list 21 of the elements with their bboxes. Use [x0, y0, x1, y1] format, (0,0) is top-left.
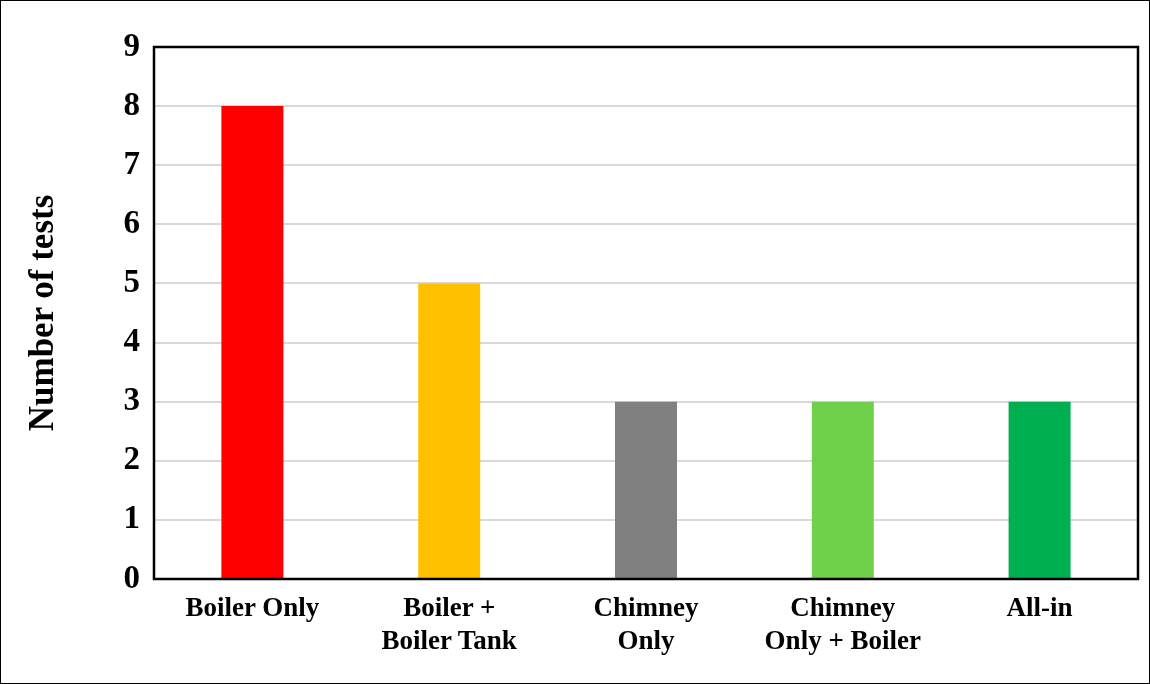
y-tick-label: 6: [123, 203, 140, 240]
bar: [221, 106, 284, 578]
bar: [615, 401, 677, 578]
y-axis-title: Number of tests: [22, 194, 62, 432]
y-tick-label: 4: [123, 322, 140, 359]
y-tick-label: 2: [123, 440, 140, 477]
y-tick-label: 7: [123, 144, 140, 181]
bar: [1008, 401, 1071, 578]
y-tick-label: 3: [123, 381, 140, 418]
x-tick-label: All-in: [1006, 592, 1073, 623]
bar: [811, 401, 874, 578]
x-tick-label: Chimney Only + Boiler: [764, 592, 921, 655]
y-tick-label: 5: [123, 262, 140, 299]
x-tick-label: Boiler Only: [185, 592, 320, 623]
x-tick-label: Chimney Only: [593, 592, 699, 655]
y-tick-label: 0: [123, 558, 140, 595]
y-tick-label: 1: [123, 499, 140, 536]
y-tick-label: 8: [123, 85, 140, 122]
y-tick-label: 9: [123, 26, 140, 63]
bar: [418, 283, 481, 578]
x-tick-label: Boiler + Boiler Tank: [381, 592, 517, 655]
